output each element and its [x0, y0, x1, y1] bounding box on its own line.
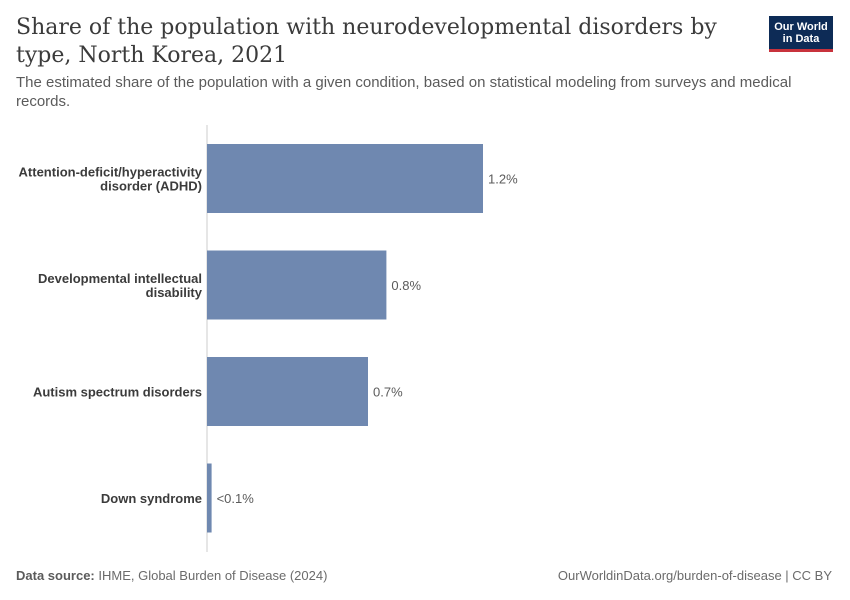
owid-logo[interactable]: Our World in Data	[769, 16, 833, 52]
category-label-3: Down syndrome	[101, 491, 202, 506]
logo-line-2: in Data	[782, 32, 820, 45]
chart-subtitle: The estimated share of the population wi…	[16, 74, 792, 110]
chart-title: Share of the population with neurodevelo…	[16, 15, 717, 68]
value-label-3: <0.1%	[217, 491, 255, 506]
bar-2[interactable]	[207, 357, 368, 426]
category-label-1: Developmental intellectual disability	[38, 271, 203, 300]
category-label-line: disability	[146, 285, 203, 300]
category-label-line: Down syndrome	[101, 491, 202, 506]
category-label-line: Autism spectrum disorders	[33, 385, 202, 400]
category-label-line: Developmental intellectual	[38, 271, 202, 286]
source-url[interactable]: OurWorldinData.org/burden-of-disease | C…	[557, 568, 832, 583]
value-label-2: 0.7%	[373, 385, 403, 400]
category-label-line: disorder (ADHD)	[100, 179, 202, 194]
bar-1[interactable]	[207, 250, 387, 320]
bar-3[interactable]	[207, 463, 212, 533]
value-label-1: 0.8%	[391, 278, 421, 293]
category-label-0: Attention-deficit/hyperactivity disorder …	[19, 165, 203, 194]
data-source: Data source: IHME, Global Burden of Dise…	[16, 568, 327, 583]
value-label-0: 1.2%	[488, 172, 518, 187]
bar-0[interactable]	[207, 144, 483, 213]
data-source-text[interactable]: IHME, Global Burden of Disease (2024)	[98, 568, 328, 583]
data-source-label: Data source:	[16, 568, 95, 583]
category-label-line: Attention-deficit/hyperactivity	[19, 165, 203, 180]
logo-line-1: Our World	[774, 20, 828, 33]
category-label-2: Autism spectrum disorders	[33, 385, 202, 400]
